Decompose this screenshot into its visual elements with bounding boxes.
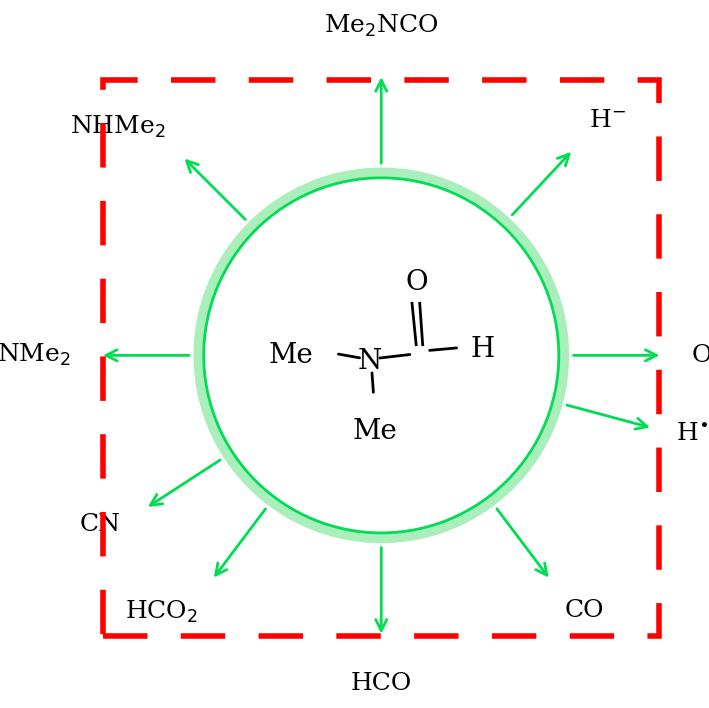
Text: HCO$_2$: HCO$_2$ — [125, 599, 198, 625]
Text: HCO: HCO — [351, 672, 412, 695]
Text: O: O — [406, 269, 428, 296]
Text: H$^{-}$: H$^{-}$ — [589, 110, 626, 132]
Text: Me$_2$NCO: Me$_2$NCO — [324, 13, 438, 39]
Text: Me: Me — [269, 342, 313, 369]
Text: N: N — [357, 348, 381, 375]
Text: CN: CN — [79, 513, 121, 536]
Text: H: H — [470, 336, 494, 363]
Text: CO: CO — [564, 599, 604, 622]
Text: NHMe$_2$: NHMe$_2$ — [70, 114, 166, 140]
Text: NMe$_2$: NMe$_2$ — [0, 342, 71, 368]
Text: O: O — [692, 344, 709, 367]
Text: Me: Me — [353, 418, 398, 445]
Text: H$^{\bullet}$: H$^{\bullet}$ — [676, 423, 708, 446]
